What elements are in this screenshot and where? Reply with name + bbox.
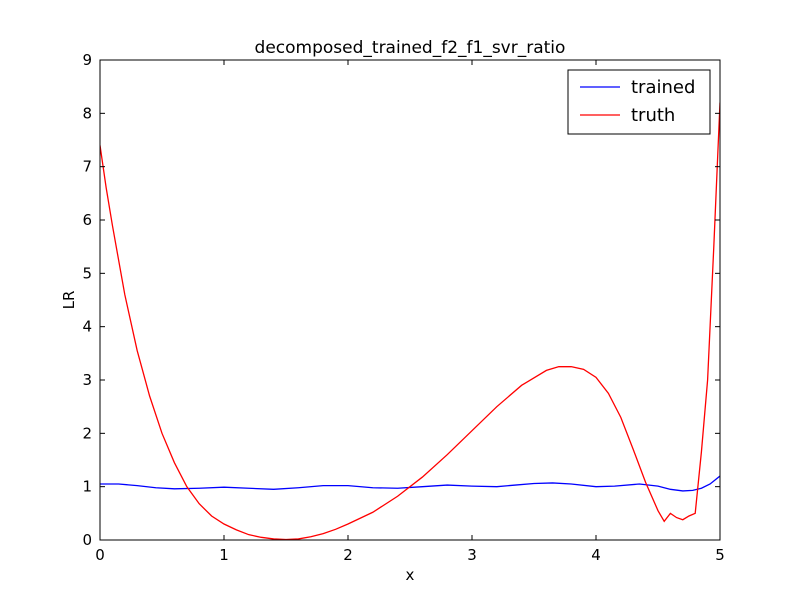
x-tick-label: 5 (715, 546, 725, 564)
plot-frame (99, 59, 721, 541)
x-tick-label: 1 (219, 546, 229, 564)
y-tick-label: 7 (82, 158, 92, 176)
legend-label-truth: truth (631, 105, 675, 126)
legend-box (567, 69, 711, 135)
legend-label-trained: trained (631, 77, 695, 98)
x-axis-label: x (406, 566, 415, 584)
y-tick-label: 0 (82, 531, 92, 549)
axis-ticks: 0 1 2 3 4 5 0 1 2 3 4 5 6 7 8 9 (82, 51, 724, 564)
x-tick-label: 0 (95, 546, 105, 564)
x-tick-label: 4 (591, 546, 601, 564)
series-line-trained (100, 475, 720, 492)
y-tick-label: 1 (82, 478, 92, 496)
x-tick-label: 3 (467, 546, 477, 564)
y-tick-label: 2 (82, 424, 92, 442)
y-tick-label: 6 (82, 211, 92, 229)
y-tick-label: 4 (82, 318, 92, 336)
y-tick-label: 9 (82, 51, 92, 69)
y-axis-label: LR (60, 291, 78, 310)
x-tick-label: 2 (343, 546, 353, 564)
series-line-truth (100, 102, 720, 540)
y-tick-label: 3 (82, 371, 92, 389)
plot-area (100, 102, 720, 540)
chart-title: decomposed_trained_f2_f1_svr_ratio (255, 38, 566, 58)
y-tick-label: 8 (82, 104, 92, 122)
legend: trained truth (567, 69, 711, 135)
y-tick-label: 5 (82, 264, 92, 282)
